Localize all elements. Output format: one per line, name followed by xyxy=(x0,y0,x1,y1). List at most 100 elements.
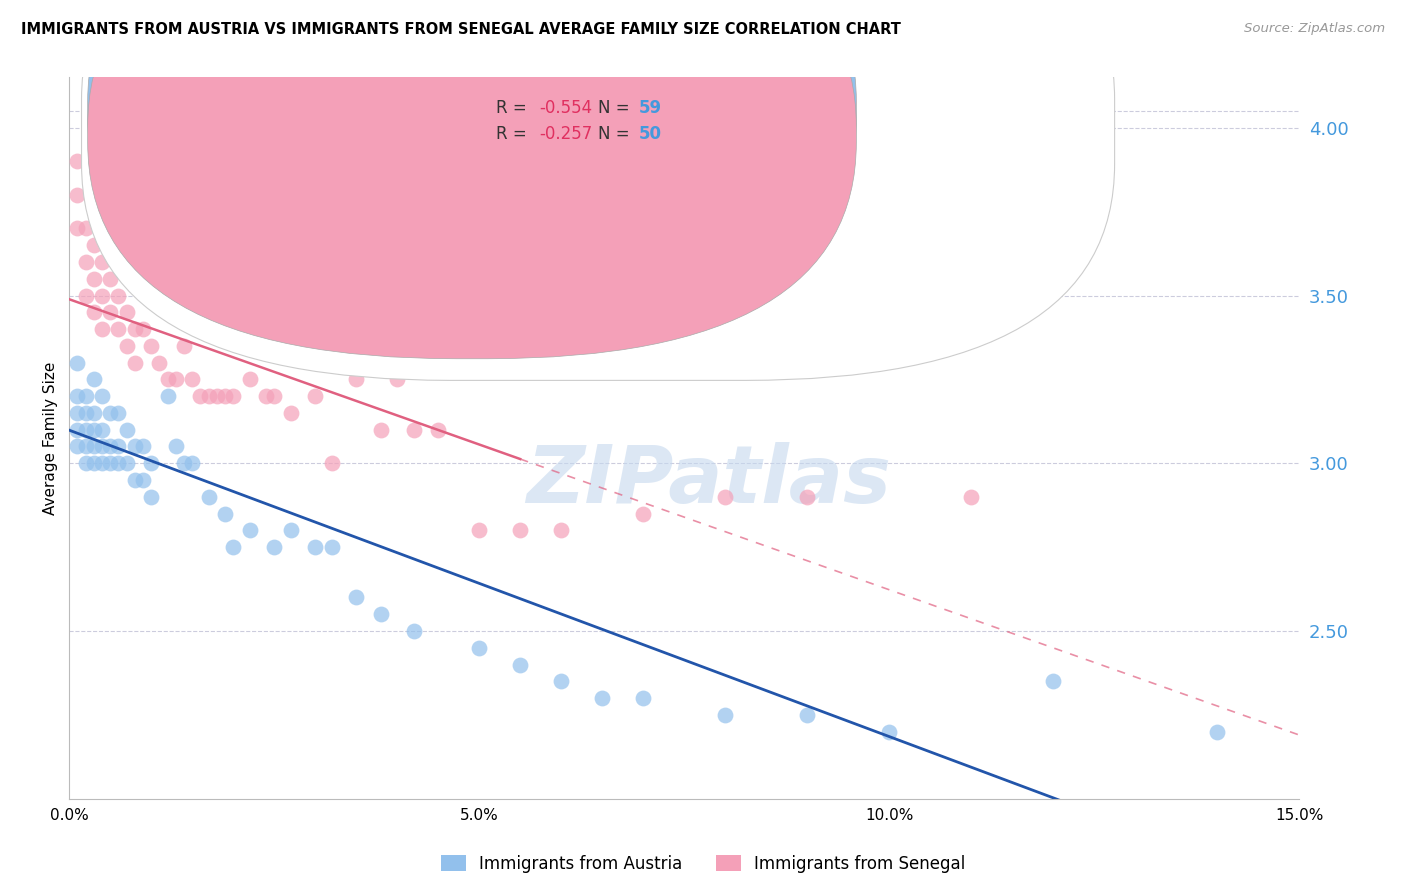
Point xyxy=(141,456,163,470)
Point xyxy=(132,322,155,336)
Point xyxy=(263,540,285,554)
Point xyxy=(960,490,983,504)
Point xyxy=(107,322,129,336)
Point xyxy=(1206,724,1229,739)
FancyBboxPatch shape xyxy=(87,0,856,334)
Point xyxy=(66,356,89,370)
Point xyxy=(141,490,163,504)
Point xyxy=(124,356,146,370)
Point xyxy=(197,490,219,504)
Point xyxy=(98,305,121,319)
Point xyxy=(427,423,450,437)
Point xyxy=(387,372,409,386)
Point xyxy=(714,490,737,504)
Point xyxy=(83,440,105,454)
Point xyxy=(91,255,114,269)
Point xyxy=(115,339,138,353)
Point xyxy=(402,624,425,638)
Point xyxy=(165,372,187,386)
Point xyxy=(83,238,105,252)
Point xyxy=(107,288,129,302)
Point xyxy=(66,187,89,202)
Point xyxy=(66,221,89,235)
Point xyxy=(91,322,114,336)
Point xyxy=(631,507,654,521)
Point xyxy=(509,524,531,538)
Point xyxy=(550,524,572,538)
Point xyxy=(115,423,138,437)
Point xyxy=(173,339,195,353)
Point xyxy=(877,724,900,739)
Text: -0.554: -0.554 xyxy=(538,99,592,118)
Point xyxy=(280,524,302,538)
Point xyxy=(132,473,155,487)
Point xyxy=(344,372,367,386)
Point xyxy=(181,456,204,470)
Point xyxy=(75,440,97,454)
Text: R =: R = xyxy=(496,99,531,118)
Point xyxy=(132,440,155,454)
Point xyxy=(321,540,343,554)
Point xyxy=(468,524,491,538)
Point xyxy=(66,406,89,420)
Point xyxy=(91,389,114,403)
Point xyxy=(321,456,343,470)
Text: R =: R = xyxy=(496,125,531,143)
Text: -0.257: -0.257 xyxy=(538,125,592,143)
Point xyxy=(631,691,654,706)
Text: IMMIGRANTS FROM AUSTRIA VS IMMIGRANTS FROM SENEGAL AVERAGE FAMILY SIZE CORRELATI: IMMIGRANTS FROM AUSTRIA VS IMMIGRANTS FR… xyxy=(21,22,901,37)
Point xyxy=(344,591,367,605)
Point xyxy=(98,406,121,420)
Point xyxy=(75,255,97,269)
Point xyxy=(214,507,236,521)
Point xyxy=(107,456,129,470)
Point xyxy=(714,707,737,722)
Point xyxy=(280,406,302,420)
Point xyxy=(83,456,105,470)
Point xyxy=(550,674,572,689)
Point xyxy=(91,440,114,454)
Point xyxy=(165,440,187,454)
Legend: Immigrants from Austria, Immigrants from Senegal: Immigrants from Austria, Immigrants from… xyxy=(434,848,972,880)
Point xyxy=(83,372,105,386)
Point xyxy=(75,221,97,235)
Point xyxy=(83,305,105,319)
Point xyxy=(75,406,97,420)
Point xyxy=(148,255,170,269)
Text: N =: N = xyxy=(598,125,636,143)
Point xyxy=(75,389,97,403)
Point xyxy=(1042,674,1064,689)
Point xyxy=(796,490,818,504)
Point xyxy=(98,440,121,454)
Point xyxy=(148,356,170,370)
Point xyxy=(197,389,219,403)
Point xyxy=(124,440,146,454)
Point xyxy=(509,657,531,672)
Point xyxy=(98,271,121,285)
Point xyxy=(190,389,212,403)
Point xyxy=(91,423,114,437)
Point xyxy=(370,607,392,622)
Point xyxy=(263,389,285,403)
Point xyxy=(83,423,105,437)
Point xyxy=(156,372,179,386)
Point xyxy=(107,440,129,454)
Point xyxy=(98,456,121,470)
Text: Source: ZipAtlas.com: Source: ZipAtlas.com xyxy=(1244,22,1385,36)
FancyBboxPatch shape xyxy=(87,0,856,359)
FancyBboxPatch shape xyxy=(82,0,1115,380)
Text: 50: 50 xyxy=(638,125,662,143)
Point xyxy=(66,423,89,437)
Point xyxy=(124,473,146,487)
Point xyxy=(141,339,163,353)
Point xyxy=(173,456,195,470)
Point xyxy=(468,640,491,655)
Point xyxy=(124,322,146,336)
Point xyxy=(304,540,326,554)
Point xyxy=(91,456,114,470)
Point xyxy=(591,691,613,706)
Text: ZIPatlas: ZIPatlas xyxy=(526,442,891,520)
Point xyxy=(83,271,105,285)
Point xyxy=(66,440,89,454)
Text: N =: N = xyxy=(598,99,636,118)
